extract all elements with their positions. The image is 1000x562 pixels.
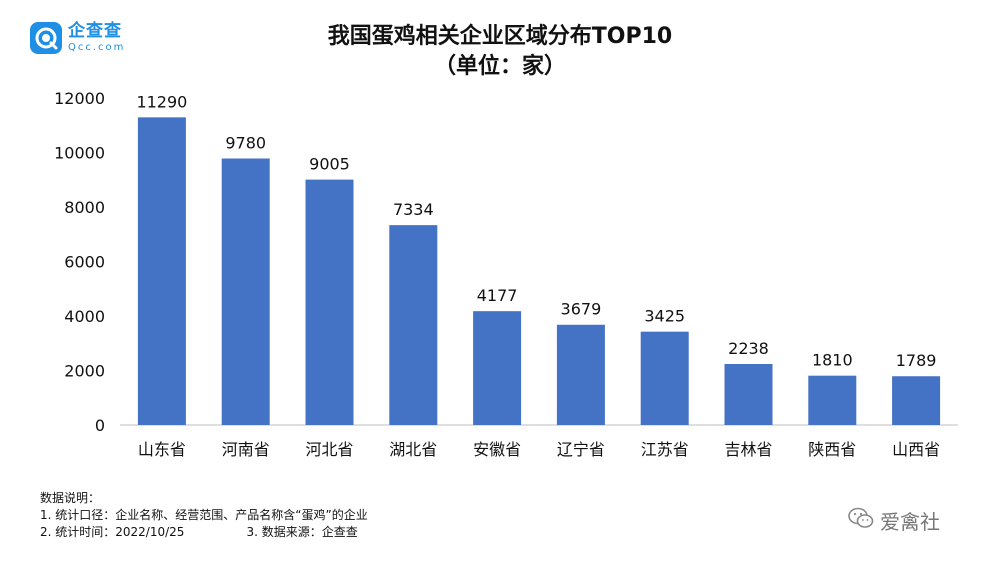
notes-line-3: 3. 数据来源：企查查: [246, 525, 358, 539]
data-label: 1810: [812, 351, 853, 370]
watermark-text: 爱禽社: [880, 510, 940, 534]
data-label: 7334: [393, 200, 434, 219]
bar: [724, 364, 773, 425]
y-tick-label: 8000: [64, 198, 105, 217]
data-label: 1789: [896, 351, 937, 370]
notes-line-2: 2. 统计时间：2022/10/25: [40, 525, 185, 539]
chart-title: 我国蛋鸡相关企业区域分布TOP10: [327, 24, 673, 49]
chart-subtitle: （单位：家）: [433, 54, 566, 79]
data-notes: 数据说明： 1. 统计口径：企业名称、经营范围、产品名称含“蛋鸡”的企业 2. …: [40, 490, 368, 541]
notes-line-1: 1. 统计口径：企业名称、经营范围、产品名称含“蛋鸡”的企业: [40, 508, 368, 522]
x-tick-label: 吉林省: [724, 440, 772, 459]
data-label: 9005: [309, 155, 350, 174]
data-label: 3679: [561, 300, 602, 319]
bar: [221, 158, 270, 425]
data-label: 2238: [728, 339, 769, 358]
data-label: 4177: [477, 286, 518, 305]
qcc-logo-icon: [30, 22, 62, 54]
bar: [556, 324, 605, 425]
y-tick-label: 0: [95, 416, 105, 435]
data-label: 11290: [136, 92, 187, 111]
watermark: 爱禽社: [848, 506, 940, 535]
y-tick-label: 6000: [64, 253, 105, 272]
bar: [137, 117, 186, 425]
bar: [808, 375, 857, 425]
data-label: 3425: [644, 307, 685, 326]
bar: [305, 179, 354, 425]
y-tick-label: 2000: [64, 362, 105, 381]
y-tick-label: 10000: [54, 144, 105, 163]
x-tick-label: 河北省: [305, 440, 353, 459]
x-tick-label: 湖北省: [389, 440, 437, 459]
bar: [389, 225, 438, 425]
x-tick-label: 山西省: [892, 440, 940, 459]
bar: [640, 331, 689, 425]
x-tick-label: 陕西省: [808, 440, 856, 459]
notes-heading: 数据说明：: [40, 491, 101, 505]
qcc-logo: 企查查 Qcc.com: [30, 22, 125, 54]
y-tick-label: 12000: [54, 89, 105, 108]
bar: [473, 311, 522, 425]
logo-name: 企查查: [68, 21, 122, 41]
logo-domain: Qcc.com: [68, 42, 126, 53]
bar-chart: 0 2000 4000 6000 8000 10000 12000 11290 山东省 9780 河…: [54, 89, 958, 459]
y-tick-label: 4000: [64, 307, 105, 326]
x-tick-label: 江苏省: [641, 440, 689, 459]
bar: [892, 376, 941, 425]
data-label: 9780: [225, 133, 266, 152]
wechat-icon: [848, 507, 874, 534]
x-tick-label: 安徽省: [473, 440, 521, 459]
x-tick-label: 河南省: [222, 440, 270, 459]
x-tick-label: 辽宁省: [557, 440, 605, 459]
x-tick-label: 山东省: [138, 440, 186, 459]
